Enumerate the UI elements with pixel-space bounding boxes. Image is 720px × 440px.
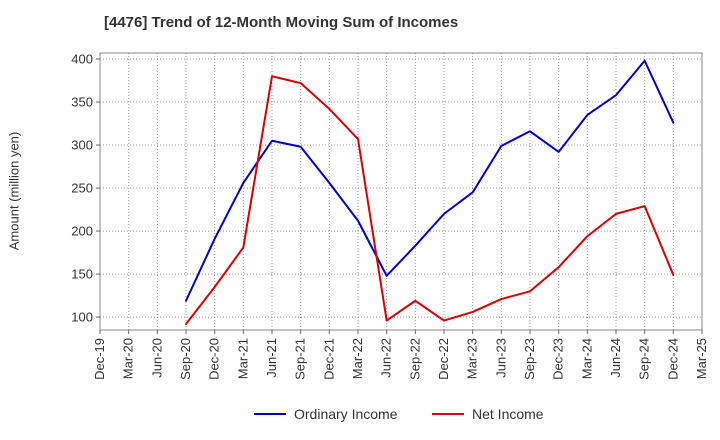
x-tick-label: Mar-20: [121, 338, 136, 379]
legend: Ordinary Income Net Income: [254, 406, 544, 422]
x-tick-label: Jun-21: [264, 338, 279, 378]
y-tick-label: 400: [71, 52, 93, 67]
x-tick-label: Jun-20: [149, 338, 164, 378]
y-tick-label: 300: [71, 138, 93, 153]
chart-title: [4476] Trend of 12-Month Moving Sum of I…: [104, 14, 459, 31]
x-tick-label: Mar-21: [235, 338, 250, 379]
x-tick-label: Mar-23: [465, 338, 480, 379]
x-tick-label: Sep-22: [407, 338, 422, 380]
x-tick-label: Mar-24: [579, 338, 594, 379]
x-tick-label: Jun-24: [608, 338, 623, 378]
x-tick-label: Dec-23: [551, 338, 566, 380]
y-tick-label: 150: [71, 267, 93, 282]
x-tick-label: Mar-25: [694, 338, 709, 379]
gridlines: [99, 53, 703, 330]
y-tick-label: 350: [71, 95, 93, 110]
series-line-net-income: [185, 75, 675, 325]
x-tick-label: Dec-20: [207, 338, 222, 380]
legend-label: Ordinary Income: [294, 406, 398, 422]
x-tick-label: Sep-23: [522, 338, 537, 380]
y-tick-label: 250: [71, 181, 93, 196]
x-axis: Dec-19 Mar-20 Jun-20 Sep-20 Dec-20 Mar-21 Jun-…: [92, 330, 709, 380]
x-tick-label: Sep-20: [178, 338, 193, 380]
x-tick-label: Dec-21: [321, 338, 336, 380]
x-tick-label: Mar-22: [350, 338, 365, 379]
plot-area: [100, 53, 702, 330]
x-tick-label: Jun-22: [379, 338, 394, 378]
y-tick-label: 200: [71, 224, 93, 239]
x-tick-label: Sep-24: [637, 338, 652, 380]
x-tick-label: Sep-21: [293, 338, 308, 380]
plot-frame: [99, 52, 703, 331]
x-tick-label: Jun-23: [493, 338, 508, 378]
x-tick-label: Dec-24: [665, 338, 680, 380]
series-line-ordinary-income: [185, 59, 675, 302]
legend-label: Net Income: [472, 406, 544, 422]
y-axis: 100 150 200 250 300 350 400: [71, 52, 100, 325]
x-tick-label: Dec-19: [92, 338, 107, 380]
x-tick-label: Dec-22: [436, 338, 451, 380]
series-lines: [185, 59, 675, 325]
y-tick-label: 100: [71, 310, 93, 325]
